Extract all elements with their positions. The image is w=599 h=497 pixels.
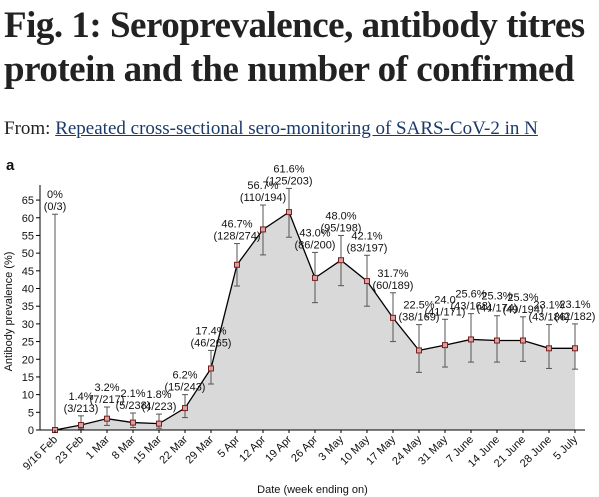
marker: [208, 365, 214, 372]
y-tick-label: 50: [22, 248, 34, 260]
y-tick-label: 10: [22, 390, 34, 402]
y-tick-label: 5: [28, 407, 34, 419]
marker: [520, 337, 526, 344]
value-label: 3.2%: [94, 382, 119, 394]
marker: [494, 337, 500, 344]
value-label: 56.7%: [247, 180, 278, 192]
value-label: 23.1%: [559, 299, 590, 311]
figure-title: Fig. 1: Seroprevalence, antibody titres …: [4, 4, 599, 92]
value-label: 46.7%: [221, 219, 252, 231]
count-label: (3/213): [64, 403, 99, 415]
source-line: From: Repeated cross-sectional sero-moni…: [4, 118, 599, 140]
x-tick-label: 19 Apr: [263, 433, 294, 464]
y-tick-label: 15: [22, 372, 34, 384]
x-tick-label: 5 July: [551, 433, 580, 462]
count-label: (38/169): [399, 312, 440, 324]
area: [55, 212, 575, 430]
marker: [312, 274, 318, 281]
count-label: (43/168): [451, 301, 492, 313]
y-axis-label: Antibody prevalence (%): [3, 252, 15, 372]
x-tick-label: 22 Mar: [157, 433, 190, 466]
value-label: 25.3%: [481, 291, 512, 303]
y-tick-label: 0: [28, 425, 34, 437]
y-tick-label: 55: [22, 230, 34, 242]
from-label: From:: [4, 118, 51, 139]
panel-label: a: [6, 157, 15, 174]
value-label: 1.8%: [146, 389, 171, 401]
x-tick-label: 31 May: [416, 433, 450, 467]
marker: [338, 257, 344, 264]
x-tick-label: 29 Mar: [183, 433, 216, 466]
value-label: 48.0%: [325, 210, 356, 222]
x-tick-label: 1 Mar: [84, 433, 113, 462]
y-tick-label: 35: [22, 301, 34, 313]
value-label: 23.1%: [533, 300, 564, 312]
count-label: (86/200): [295, 239, 336, 251]
count-label: (128/274): [213, 231, 260, 243]
value-label: 22.5%: [403, 300, 434, 312]
value-label: 43.0%: [299, 227, 330, 239]
marker: [364, 278, 370, 285]
marker: [546, 345, 552, 352]
marker: [390, 314, 396, 321]
value-label: 6.2%: [172, 370, 197, 382]
count-label: (49/194): [503, 304, 544, 316]
y-tick-label: 40: [22, 284, 34, 296]
x-tick-label: 9/16 Feb: [21, 434, 60, 473]
y-tick-label: 30: [22, 319, 34, 331]
value-label: 25.6%: [455, 289, 486, 301]
count-label: (7/217): [90, 394, 125, 406]
value-label: 17.4%: [195, 325, 226, 337]
marker: [260, 226, 266, 233]
value-label: 31.7%: [377, 268, 408, 280]
count-label: (110/194): [240, 192, 286, 204]
count-label: (42/182): [555, 311, 596, 323]
marker: [416, 347, 422, 354]
count-label: (95/198): [321, 222, 362, 234]
value-label: 2.1%: [120, 388, 145, 400]
value-label: 24.0: [434, 294, 455, 306]
marker: [234, 261, 240, 268]
y-tick-label: 60: [22, 213, 34, 225]
count-label: (46/265): [191, 337, 232, 349]
count-label: (0/3): [44, 201, 67, 213]
x-axis-label: Date (week ending on): [257, 484, 368, 496]
marker: [104, 415, 110, 422]
y-tick-label: 20: [22, 354, 34, 366]
value-label: 42.1%: [351, 230, 382, 242]
count-label: (4/223): [142, 401, 177, 413]
marker: [442, 342, 448, 349]
x-tick-label: 15 Mar: [131, 433, 164, 466]
x-tick-label: 12 Apr: [237, 433, 268, 464]
count-label: (41/171): [425, 306, 466, 318]
marker: [286, 209, 292, 216]
count-label: (83/197): [347, 242, 388, 254]
value-label: 25.3%: [507, 292, 538, 304]
y-tick-label: 65: [22, 195, 34, 207]
y-tick-label: 25: [22, 337, 34, 349]
marker: [468, 336, 474, 343]
count-label: (43/186): [529, 312, 570, 324]
x-tick-label: 23 Feb: [53, 434, 86, 467]
count-label: (60/189): [373, 280, 414, 292]
marker: [182, 405, 188, 412]
article-link[interactable]: Repeated cross-sectional sero-monitoring…: [55, 118, 538, 139]
marker: [156, 420, 162, 427]
marker: [78, 422, 84, 429]
value-label: 0%: [47, 189, 63, 201]
count-label: (15/243): [165, 382, 206, 394]
count-label: (44/174): [477, 303, 518, 315]
count-label: (125/203): [265, 175, 312, 187]
value-label: 61.6%: [273, 163, 304, 175]
marker: [130, 419, 136, 426]
title-line: Fig. 1: Seroprevalence, antibody titres: [4, 5, 585, 46]
chart: a 0 5 10 15 20 25 30 35 40 45 50 55 60 65 Antibody pre…: [3, 157, 596, 496]
value-label: 1.4%: [68, 391, 93, 403]
x-tick-label: 26 Apr: [289, 433, 320, 464]
title-line: protein and the number of confirmed: [4, 49, 575, 90]
marker: [572, 345, 578, 352]
count-label: (5/238): [116, 400, 151, 412]
y-tick-label: 45: [22, 266, 34, 278]
